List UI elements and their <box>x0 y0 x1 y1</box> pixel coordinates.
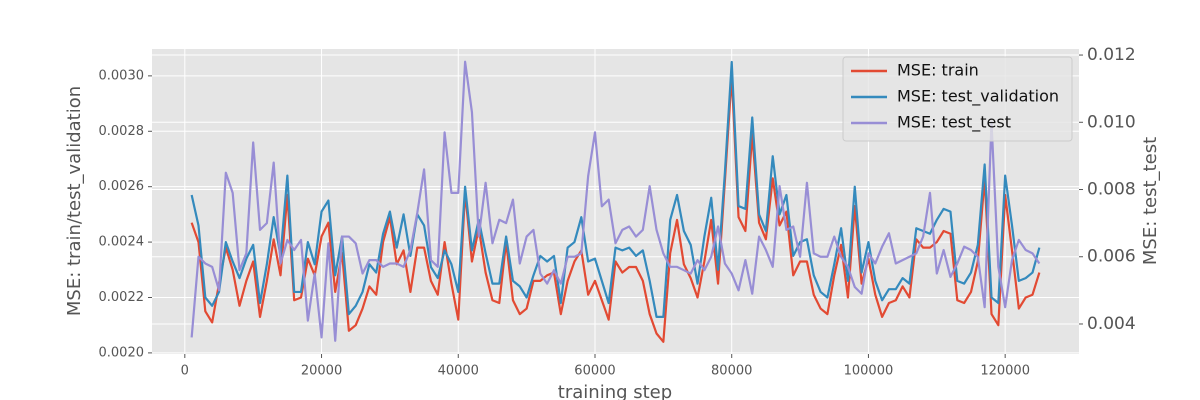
y-tick-label: 0.0020 <box>99 345 145 360</box>
x-axis-label: training step <box>558 382 672 400</box>
y-tick-label: 0.0028 <box>99 124 145 139</box>
y2-tick-label: 0.012 <box>1087 45 1136 65</box>
y2-axis-label: MSE: test_test <box>1140 137 1161 265</box>
y2-tick-label: 0.004 <box>1087 314 1136 334</box>
legend-label: MSE: train <box>897 61 979 80</box>
x-tick-label: 20000 <box>301 364 342 379</box>
x-tick-label: 0 <box>181 364 189 379</box>
y-tick-label: 0.0022 <box>99 290 145 305</box>
y2-tick-label: 0.006 <box>1087 247 1136 267</box>
y-tick-label: 0.0024 <box>99 235 145 250</box>
y-tick-label: 0.0026 <box>99 179 145 194</box>
y2-tick-label: 0.010 <box>1087 112 1136 132</box>
x-tick-label: 40000 <box>438 364 479 379</box>
series-line <box>190 74 1041 343</box>
x-tick-label: 120000 <box>980 364 1030 379</box>
x-tick-label: 80000 <box>711 364 752 379</box>
x-tick-label: 100000 <box>844 364 894 379</box>
y-tick-label: 0.0030 <box>99 68 145 83</box>
y-axis-label: MSE: train/test_validation <box>64 86 85 316</box>
legend-box <box>842 56 1073 142</box>
x-tick-label: 60000 <box>574 364 615 379</box>
legend-label: MSE: test_validation <box>897 87 1059 107</box>
series-line <box>190 60 1041 318</box>
y2-tick-label: 0.008 <box>1087 180 1136 200</box>
legend-label: MSE: test_test <box>897 113 1011 133</box>
series-line <box>190 60 1041 342</box>
